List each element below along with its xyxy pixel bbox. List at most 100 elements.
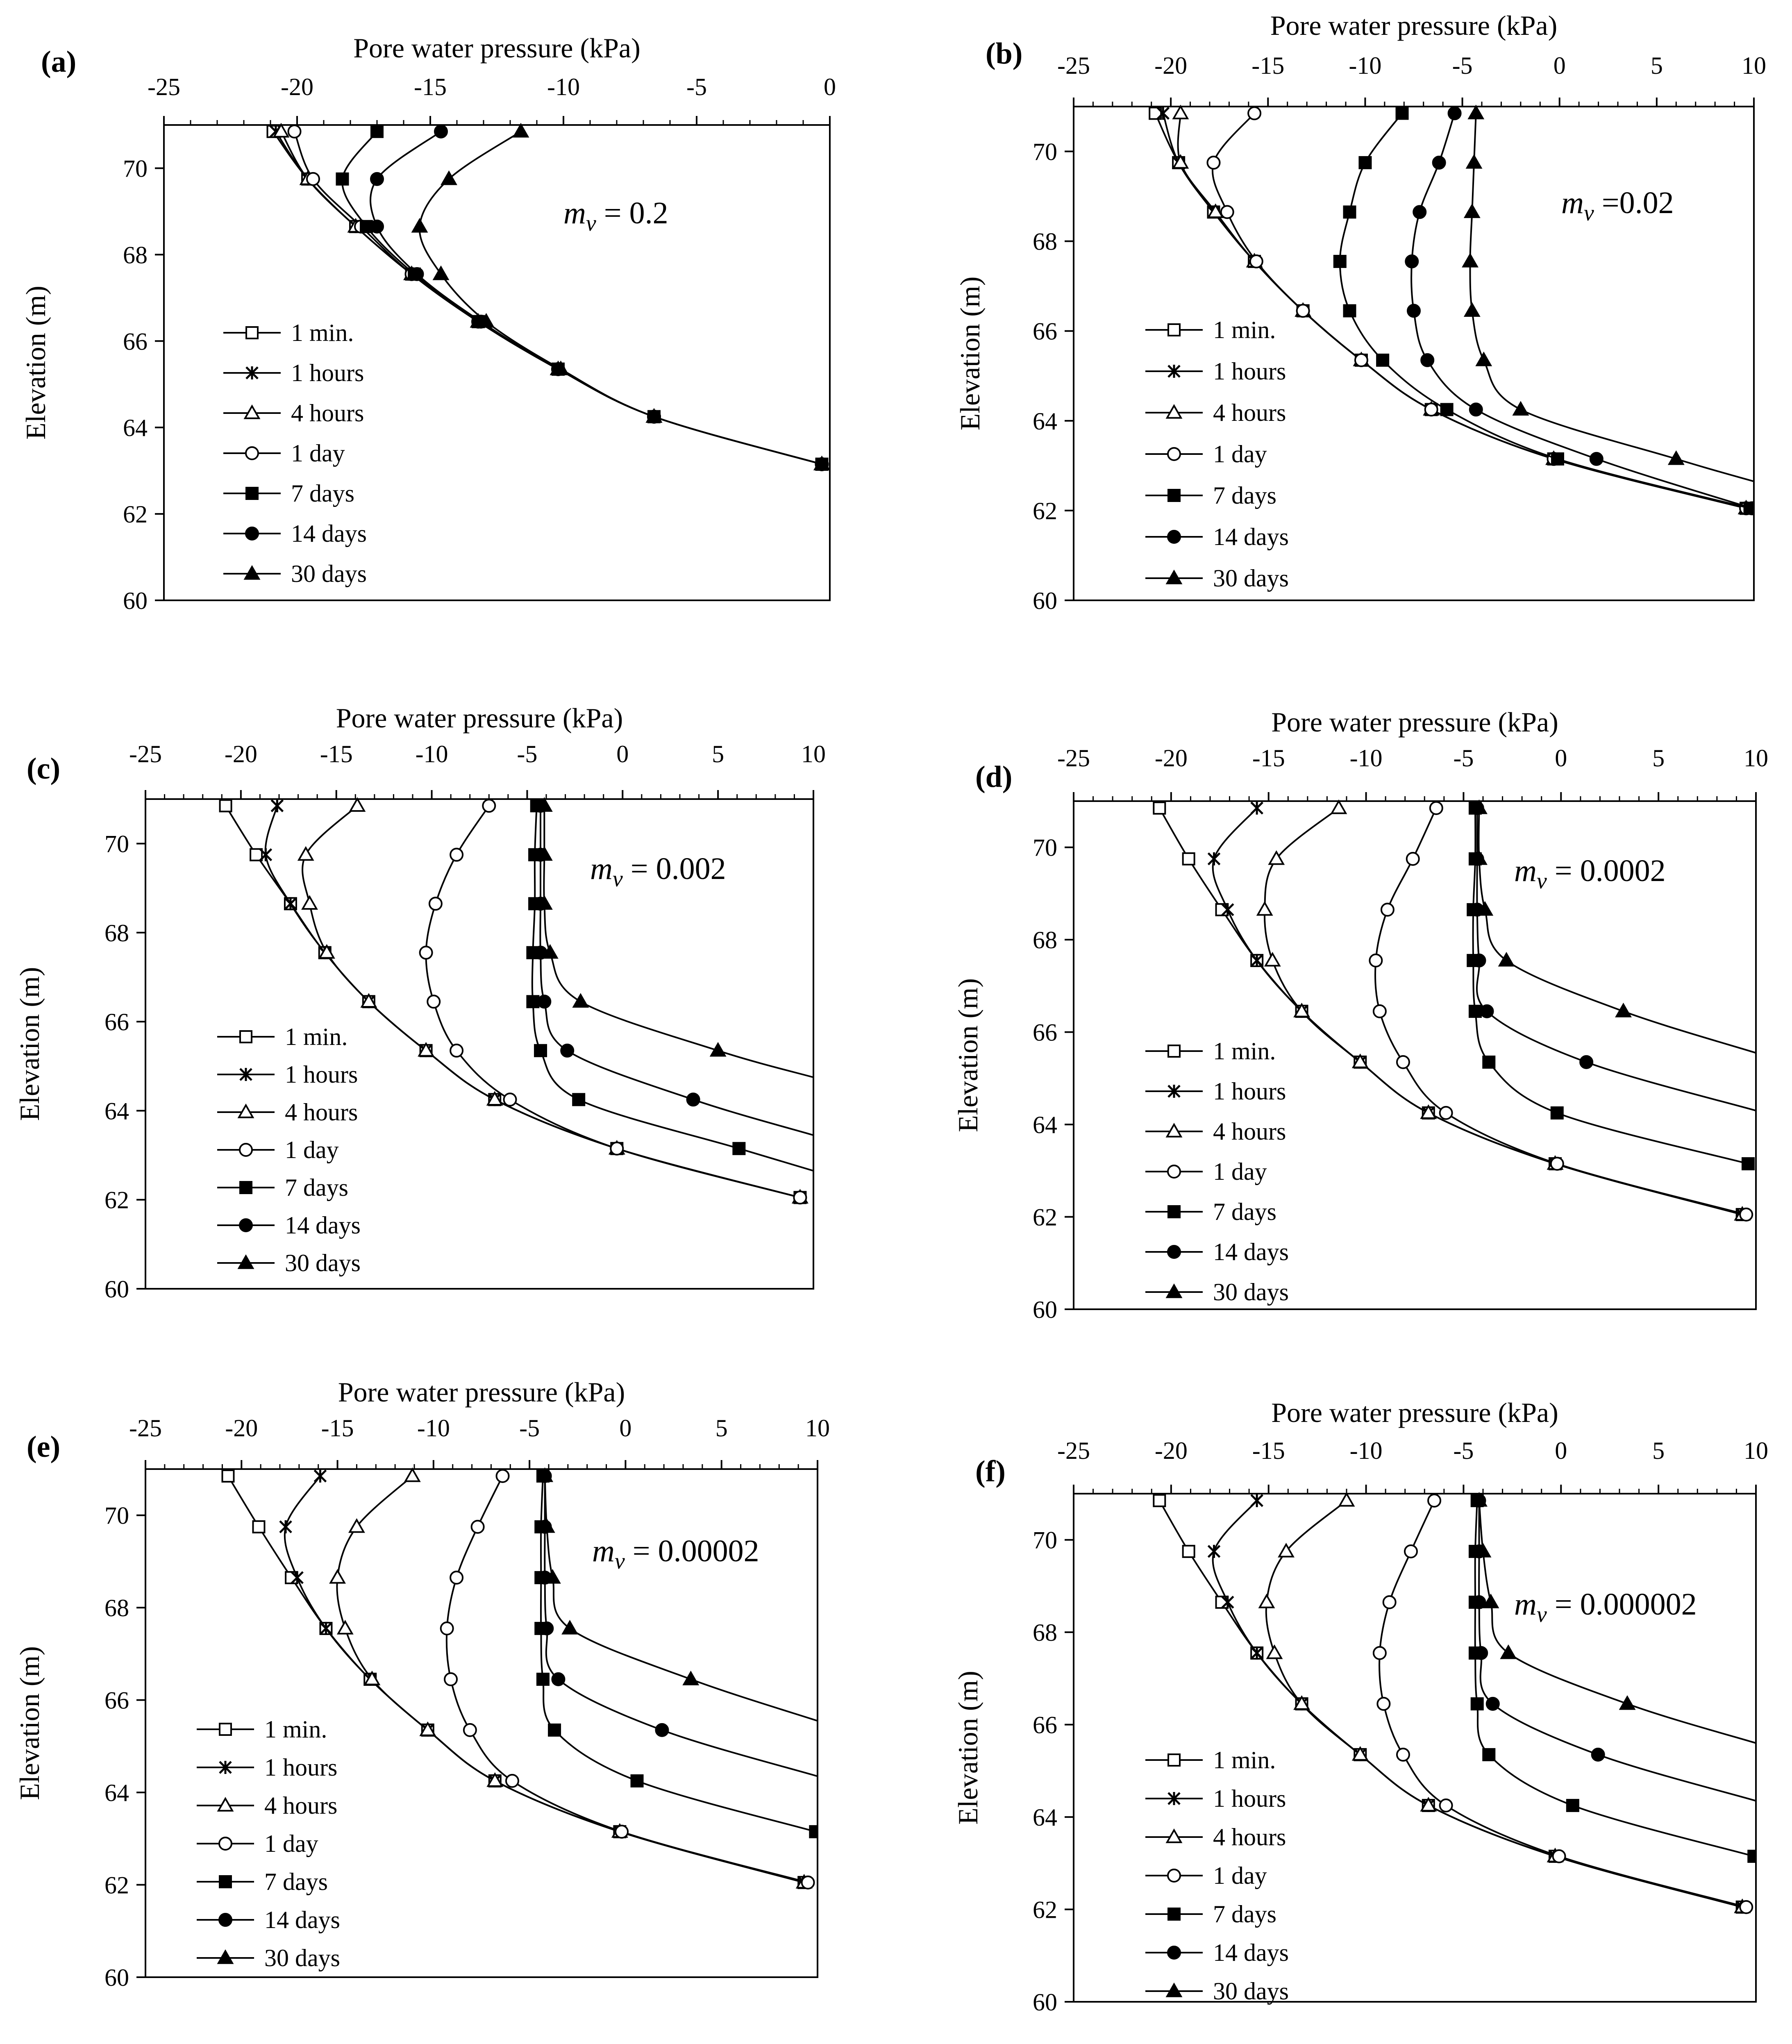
data-point: [411, 218, 428, 233]
data-point: [1482, 1593, 1499, 1608]
data-point: [1172, 104, 1189, 120]
x-tick-label: 10: [1744, 745, 1768, 772]
x-tick-label: -20: [1155, 1437, 1188, 1464]
data-point: [1376, 353, 1390, 367]
x-axis-title: Pore water pressure (kPa): [1270, 10, 1558, 41]
legend-marker: [245, 366, 259, 379]
plot-area: [219, 797, 813, 1205]
x-tick-label: -15: [321, 1415, 354, 1442]
data-point: [1482, 1055, 1496, 1069]
data-point: [1296, 304, 1310, 318]
series-30-days: [536, 797, 813, 1078]
data-point: [404, 1467, 421, 1482]
data-point: [536, 895, 553, 910]
x-axis-title: Pore water pressure (kPa): [353, 32, 640, 64]
x-tick-label: -10: [417, 1415, 450, 1442]
data-point: [1278, 1542, 1295, 1558]
y-tick-label: 70: [1033, 834, 1057, 861]
data-point: [1153, 801, 1166, 815]
x-tick-label: -5: [1453, 745, 1474, 772]
legend-marker: [237, 1254, 254, 1269]
x-tick-label: 5: [712, 740, 724, 768]
mv-subscript: v: [615, 1549, 625, 1574]
data-point: [1474, 1646, 1488, 1660]
data-point: [572, 993, 589, 1008]
plot-area: [1153, 799, 1756, 1222]
legend-marker: [1167, 1946, 1181, 1960]
legend-item: 7 days: [1145, 1901, 1276, 1928]
legend-label: 1 hours: [1213, 1785, 1286, 1812]
legend-item: 14 days: [1145, 1939, 1289, 1966]
x-tick-label: -5: [519, 1415, 540, 1442]
mv-value: = 0.000002: [1547, 1587, 1697, 1622]
mv-annotation: mv = 0.2: [563, 196, 668, 236]
data-point: [486, 1091, 503, 1106]
data-point: [450, 1570, 464, 1585]
data-point: [1182, 852, 1195, 865]
data-point: [1293, 1695, 1310, 1710]
data-point: [279, 1520, 292, 1533]
data-point: [1258, 1593, 1275, 1608]
data-point: [1264, 952, 1281, 967]
data-point: [470, 1519, 485, 1534]
data-point: [1206, 155, 1221, 170]
data-point: [801, 1875, 815, 1890]
data-point: [270, 799, 284, 813]
y-tick-label: 60: [1033, 1296, 1057, 1323]
panel-label: (d): [975, 760, 1012, 794]
data-point: [450, 1043, 464, 1058]
data-point: [503, 1092, 517, 1107]
plot-frame: [145, 798, 814, 1290]
data-point: [1343, 205, 1356, 219]
mv-subscript: v: [1584, 200, 1594, 226]
legend-marker: [245, 487, 259, 500]
legend-marker: [245, 527, 259, 541]
y-tick-label: 70: [104, 1502, 129, 1529]
data-point: [1667, 450, 1685, 465]
data-point: [1407, 304, 1421, 318]
data-point: [1566, 1799, 1579, 1812]
y-tick-label: 62: [1033, 497, 1057, 525]
data-point: [428, 897, 443, 911]
legend-item: 30 days: [1145, 1279, 1289, 1306]
data-point: [434, 124, 448, 139]
data-point: [482, 799, 496, 813]
legend-item: 14 days: [197, 1906, 340, 1933]
y-tick-label: 62: [104, 1872, 129, 1899]
data-point: [1550, 1106, 1564, 1120]
plot-area: [1153, 1492, 1756, 1914]
legend-label: 30 days: [1213, 1279, 1289, 1306]
legend-item: 14 days: [223, 520, 367, 547]
data-point: [505, 1774, 519, 1788]
data-point: [252, 1520, 266, 1533]
data-point: [418, 1042, 435, 1057]
legend-label: 30 days: [264, 1944, 340, 1971]
y-axis-title: Elevation (m): [20, 286, 51, 440]
data-point: [306, 172, 320, 186]
data-point: [630, 1774, 644, 1787]
y-axis-title: Elevation (m): [952, 1671, 983, 1825]
data-point: [1372, 1646, 1387, 1660]
data-point: [1372, 1004, 1387, 1018]
legend-label: 30 days: [291, 560, 367, 587]
legend-label: 4 hours: [264, 1792, 337, 1819]
data-point: [1404, 1544, 1418, 1558]
y-tick-label: 66: [123, 328, 148, 355]
legend: 1 min. 1 hours 4 hours 1 day 7 days 14 days 30…: [1145, 1746, 1289, 2005]
data-point: [1619, 1695, 1636, 1710]
x-tick-label: 0: [1555, 745, 1567, 772]
x-tick-label: -15: [1252, 745, 1285, 772]
data-point: [360, 993, 377, 1008]
series-30-days: [1471, 1492, 1756, 1744]
x-tick-label: -5: [1453, 1437, 1474, 1464]
mv-symbol: m: [563, 196, 586, 230]
data-point: [1498, 952, 1515, 967]
y-tick-label: 60: [1033, 1989, 1057, 2016]
series-line: [445, 1476, 809, 1883]
legend-label: 1 min.: [285, 1023, 347, 1050]
legend-marker: [1167, 1869, 1181, 1883]
data-point: [318, 944, 335, 959]
legend-marker: [1167, 447, 1181, 461]
series-line: [1374, 808, 1747, 1215]
y-tick-label: 66: [1033, 1712, 1057, 1739]
